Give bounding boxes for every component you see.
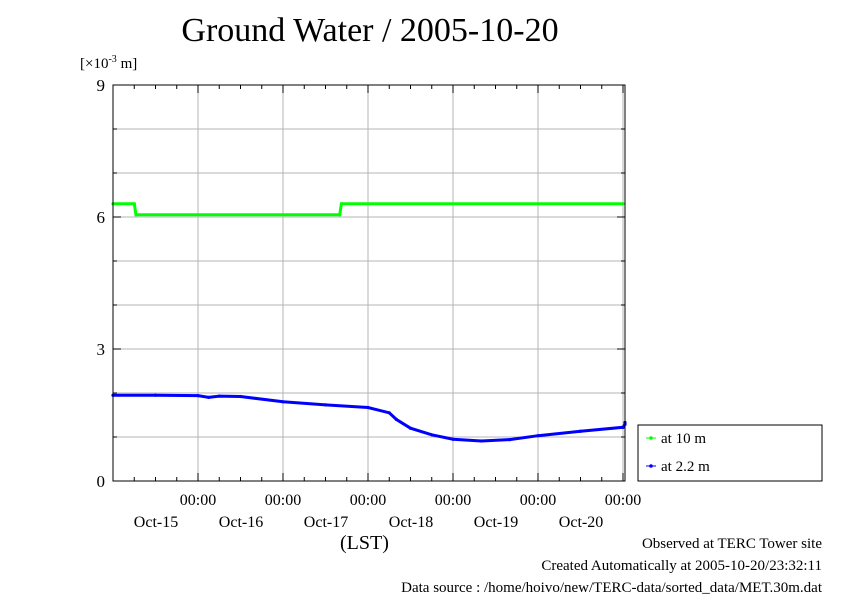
y-tick-label: 6 bbox=[97, 208, 106, 227]
grid-lines bbox=[113, 85, 625, 481]
data-point bbox=[621, 425, 625, 429]
y-tick-label: 9 bbox=[97, 76, 106, 95]
x-tick-time-label: 00:00 bbox=[180, 492, 216, 509]
data-point bbox=[217, 394, 221, 398]
data-point bbox=[578, 429, 583, 433]
x-tick-date-label: Oct-15 bbox=[134, 514, 178, 531]
data-point bbox=[430, 433, 434, 437]
x-tick-time-label: 00:00 bbox=[435, 492, 471, 509]
data-point bbox=[479, 439, 483, 443]
data-point bbox=[323, 403, 328, 407]
data-point bbox=[339, 202, 344, 206]
series-line-at-2-2m bbox=[113, 393, 627, 443]
data-point bbox=[387, 411, 391, 415]
x-axis-ticks: 00:00Oct-1500:00Oct-1600:00Oct-1700:00Oc… bbox=[112, 85, 641, 531]
data-source-note: Data source : /home/hoivo/new/TERC-data/… bbox=[401, 580, 822, 596]
legend-label: at 10 m bbox=[661, 431, 706, 447]
data-point bbox=[366, 405, 370, 410]
plot-frame bbox=[112, 84, 626, 482]
y-unit-exponent: -3 bbox=[108, 54, 117, 65]
x-tick-date-label: Oct-17 bbox=[304, 514, 348, 531]
data-point bbox=[196, 394, 200, 398]
y-tick-label: 3 bbox=[97, 340, 106, 359]
x-tick-time-label: 00:00 bbox=[605, 492, 641, 509]
x-tick-date-label: Oct-16 bbox=[219, 514, 263, 531]
data-point bbox=[408, 426, 413, 430]
y-axis-ticks: 0 3 6 9 bbox=[97, 76, 625, 491]
x-tick-time-label: 00:00 bbox=[265, 492, 301, 509]
data-point bbox=[536, 434, 540, 438]
legend-marker bbox=[649, 436, 653, 440]
x-tick-date-label: Oct-19 bbox=[474, 514, 518, 531]
data-point bbox=[621, 202, 625, 206]
y-tick-label: 0 bbox=[97, 472, 106, 491]
observed-site-note: Observed at TERC Tower site bbox=[641, 536, 822, 552]
y-axis-unit-label: [×10-3 m] bbox=[80, 54, 137, 73]
x-tick-time-label: 00:00 bbox=[350, 492, 386, 509]
legend-label: at 2.2 m bbox=[661, 459, 710, 475]
data-point bbox=[238, 394, 243, 399]
x-axis-label: (LST) bbox=[340, 532, 389, 554]
legend-box bbox=[637, 424, 823, 482]
data-point bbox=[451, 437, 455, 441]
chart-title: Ground Water / 2005-10-20 bbox=[181, 12, 559, 49]
legend: at 10 m at 2.2 m bbox=[637, 424, 823, 482]
created-timestamp-note: Created Automatically at 2005-10-20/23:3… bbox=[541, 558, 822, 574]
data-point bbox=[153, 393, 158, 397]
x-tick-date-label: Oct-18 bbox=[389, 514, 433, 531]
data-point bbox=[508, 438, 512, 442]
x-tick-date-label: Oct-20 bbox=[559, 514, 603, 531]
x-tick-time-label: 00:00 bbox=[520, 492, 556, 509]
data-point bbox=[134, 213, 138, 217]
data-point bbox=[281, 400, 285, 404]
data-point bbox=[394, 417, 398, 421]
y-unit-suffix: m] bbox=[116, 56, 138, 72]
data-point bbox=[338, 213, 342, 217]
legend-marker bbox=[649, 464, 653, 468]
series-line-at-10m bbox=[113, 202, 623, 217]
data-point bbox=[132, 202, 136, 206]
y-unit-prefix: [×10 bbox=[80, 56, 109, 72]
series-layer bbox=[111, 202, 627, 443]
data-point bbox=[207, 395, 211, 399]
